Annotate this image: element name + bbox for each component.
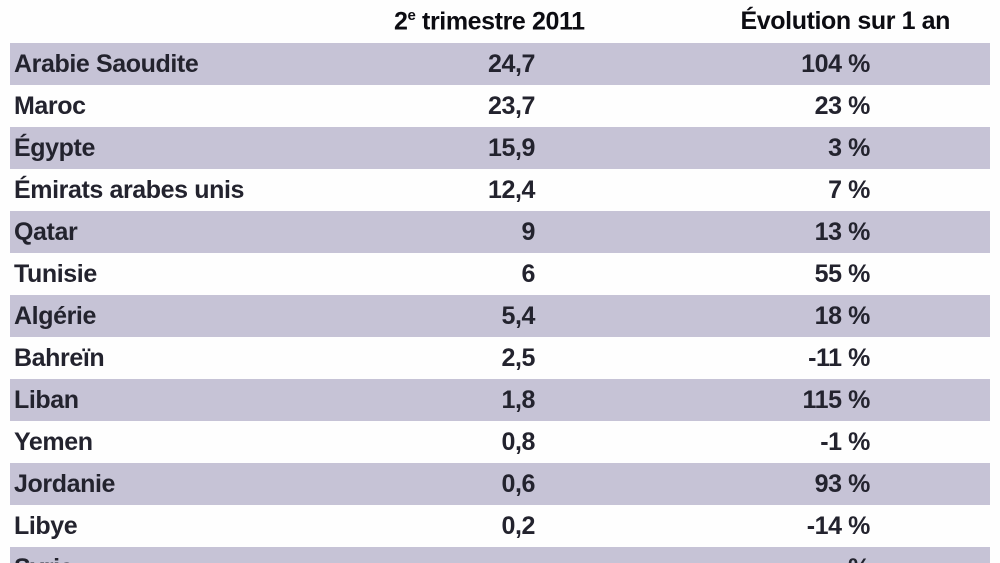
cell-value: 23,7 xyxy=(487,91,535,120)
cell-country: Émirats arabes unis xyxy=(14,175,245,204)
table-row: Égypte 15,9 3 % xyxy=(10,127,990,169)
cell-evolution: -11 % xyxy=(808,343,870,372)
header-period-2011: 2e trimestre 2011 xyxy=(394,6,585,36)
cell-evolution: 55 % xyxy=(814,259,871,288)
cell-value: 24,7 xyxy=(487,49,535,78)
cell-country: Syrie xyxy=(10,554,394,563)
table-row: Émirats arabes unis 12,4 7 % xyxy=(10,169,990,211)
header-period-rest: trimestre 2011 xyxy=(415,7,585,36)
cell-evolution: -1 % xyxy=(820,427,870,456)
cell-country: Liban xyxy=(14,385,79,414)
cell-country: Bahreïn xyxy=(14,343,105,372)
cell-evolution: -14 % xyxy=(806,511,871,540)
cell-evolution: 13 % xyxy=(814,217,871,246)
cell-evolution: % xyxy=(535,554,870,563)
cell-evolution: 104 % xyxy=(801,49,870,78)
cell-value: 15,9 xyxy=(487,133,535,162)
header-period-prefix: 2 xyxy=(394,7,408,36)
table-body: Arabie Saoudite 24,7 104 % Maroc 23,7 23… xyxy=(0,43,1000,563)
cell-country: Maroc xyxy=(14,91,86,120)
cell-value: 6 xyxy=(521,259,535,288)
cell-value: 0,2 xyxy=(501,511,535,540)
cell-country: Algérie xyxy=(14,301,96,330)
table-row: Libye 0,2 -14 % xyxy=(10,505,990,547)
cell-evolution: 18 % xyxy=(814,301,871,330)
cell-country: Jordanie xyxy=(14,469,115,498)
cell-country: Tunisie xyxy=(14,259,97,288)
cell-evolution: 3 % xyxy=(828,133,870,162)
header-evolution: Évolution sur 1 an xyxy=(740,7,951,35)
table-row: Bahreïn 2,5 -11 % xyxy=(10,337,990,379)
table-row: Qatar 9 13 % xyxy=(10,211,990,253)
table-row: Tunisie 6 55 % xyxy=(10,253,990,295)
cell-evolution: 7 % xyxy=(828,175,870,204)
cell-country: Yemen xyxy=(14,427,93,456)
cell-evolution: 115 % xyxy=(802,385,870,414)
cell-value: 0,6 xyxy=(501,469,535,498)
table-row: Maroc 23,7 23 % xyxy=(10,85,990,127)
cell-value: 0,8 xyxy=(501,427,535,456)
table-row: Yemen 0,8 -1 % xyxy=(10,421,990,463)
cell-evolution: 23 % xyxy=(814,91,871,120)
header-period-superscript-e: e xyxy=(407,6,416,24)
table-row: Arabie Saoudite 24,7 104 % xyxy=(10,43,990,85)
cell-country: Égypte xyxy=(14,133,95,162)
cell-value: 12,4 xyxy=(487,175,535,204)
cell-country: Arabie Saoudite xyxy=(14,49,199,78)
table-row: Liban 1,8 115 % xyxy=(10,379,990,421)
table-row: Jordanie 0,6 93 % xyxy=(10,463,990,505)
cell-country: Qatar xyxy=(14,217,78,246)
cell-value: 2,5 xyxy=(501,343,535,372)
cell-value: 9 xyxy=(521,217,535,246)
cell-value: 1,8 xyxy=(501,385,535,414)
cell-country: Libye xyxy=(14,511,78,540)
cell-value: 5,4 xyxy=(501,301,535,330)
table-header-row: 2e trimestre 2011 Évolution sur 1 an xyxy=(10,0,990,43)
table-row: Algérie 5,4 18 % xyxy=(10,295,990,337)
table-row: Syrie % xyxy=(10,547,990,563)
cell-evolution: 93 % xyxy=(814,469,871,498)
